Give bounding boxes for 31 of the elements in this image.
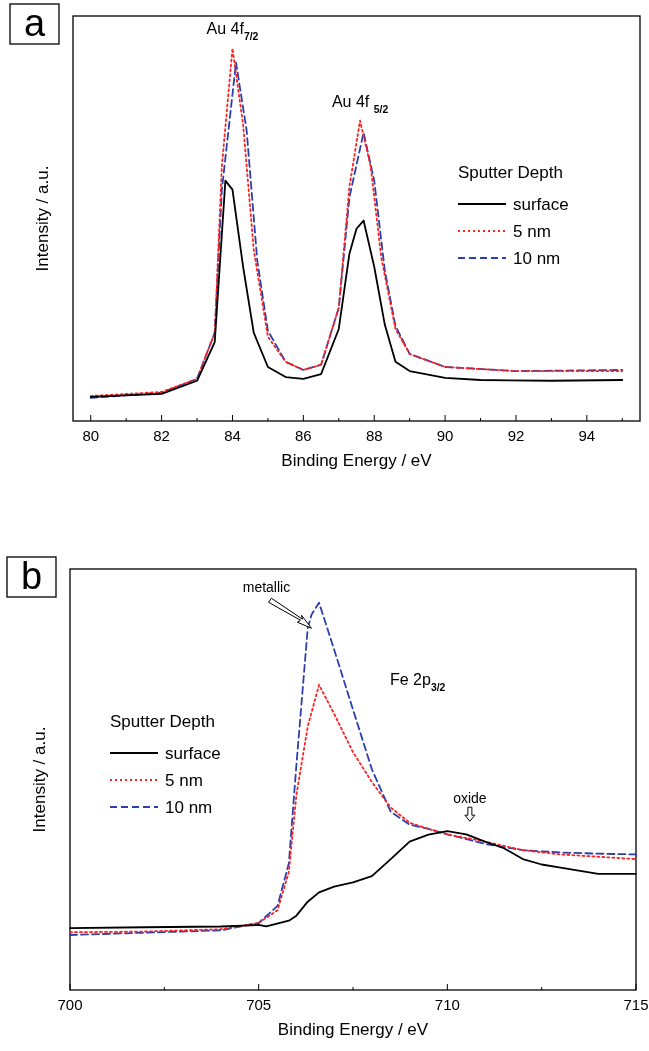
x-tick-label: 700 [57, 996, 83, 1013]
annotation: Fe 2p$_{3/2}$ [390, 671, 446, 693]
annotation: metallic [242, 579, 291, 596]
x-tick-label: 82 [153, 427, 170, 444]
annotation: Au 4f$_{7/2}$ [206, 20, 259, 42]
x-axis-title: Binding Energy / eV [277, 1020, 429, 1039]
x-tick-label: 94 [578, 427, 596, 444]
legend-label: 5 nm [165, 771, 203, 790]
x-tick-label: 88 [365, 427, 383, 444]
x-tick-label: 80 [82, 427, 100, 444]
legend-title: Sputter Depth [110, 712, 215, 731]
annotation: Au 4f $_{5/2}$ [331, 92, 389, 115]
x-tick-label: 92 [507, 427, 525, 444]
legend-label: surface [165, 744, 221, 763]
x-tick-label: 86 [295, 427, 312, 444]
x-tick-label: 705 [246, 996, 272, 1013]
x-tick-label: 90 [436, 427, 454, 444]
x-axis-title: Binding Energy / eV [281, 451, 433, 470]
text: b [20, 555, 43, 597]
legend-label: 10 nm [165, 798, 213, 817]
legend-label: 10 nm [513, 249, 561, 268]
legend-label: surface [513, 195, 569, 214]
legend-label: 5 nm [513, 222, 551, 241]
text: a [23, 2, 46, 44]
legend-title: Sputter Depth [458, 163, 563, 182]
x-tick-label: 715 [623, 996, 649, 1013]
x-tick-label: 710 [434, 996, 460, 1013]
annotation: oxide [453, 790, 487, 807]
x-tick-label: 84 [224, 427, 241, 444]
y-axis-title: Intensity / a.u. [33, 165, 52, 272]
y-axis-title: Intensity / a.u. [30, 726, 49, 833]
